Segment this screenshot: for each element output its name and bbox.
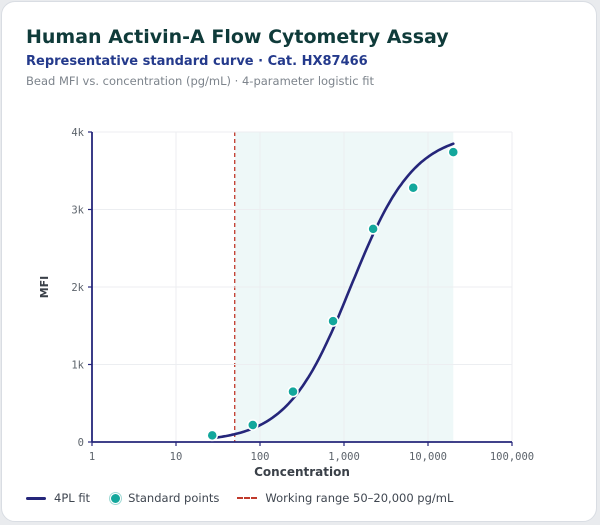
legend-label-points: Standard points xyxy=(128,491,220,505)
x-tick-label: 10,000 xyxy=(409,451,447,463)
standard-point xyxy=(407,182,419,194)
standard-point xyxy=(287,385,299,398)
standard-point xyxy=(447,146,460,158)
legend-dot-swatch xyxy=(110,492,122,504)
legend-dash-swatch xyxy=(237,497,258,499)
y-tick-label: 3k xyxy=(71,205,84,217)
standard-point xyxy=(206,429,218,442)
standard-point xyxy=(247,419,259,431)
standard-point xyxy=(367,223,379,235)
x-tick-label: 100,000 xyxy=(490,451,534,463)
legend-label-fit: 4PL fit xyxy=(54,491,91,505)
x-tick-label: 100 xyxy=(251,451,270,463)
legend-item-points: Standard points xyxy=(108,491,219,505)
x-tick-label: 10 xyxy=(170,451,183,463)
points-layer xyxy=(206,146,460,442)
axes-layer xyxy=(88,131,513,446)
labels-layer: 1 10 100 1,000 10,000 100,000 0 1k 2k 3k 4k Concent… xyxy=(38,127,534,479)
y-axis-title: MFI xyxy=(38,276,51,299)
chart-description: Bead MFI vs. concentration (pg/mL) · 4-p… xyxy=(26,74,374,88)
x-tick-label: 1 xyxy=(89,451,95,463)
y-tick-label: 1k xyxy=(71,360,84,372)
legend-label-range: Working range 50–20,000 pg/mL xyxy=(265,491,454,505)
grid-layer xyxy=(91,131,513,442)
x-tick-label: 1,000 xyxy=(328,451,360,463)
legend: 4PL fit Standard points Working range 50… xyxy=(26,491,471,505)
legend-item-range: Working range 50–20,000 pg/mL xyxy=(237,491,453,505)
y-tick-label: 4k xyxy=(71,127,84,139)
y-tick-label: 0 xyxy=(78,437,84,449)
chart-title: Human Activin-A Flow Cytometry Assay xyxy=(26,26,449,48)
standard-point xyxy=(327,315,339,327)
y-tick-label: 2k xyxy=(71,282,84,294)
legend-item-fit: 4PL fit xyxy=(26,491,90,505)
x-axis-title: Concentration xyxy=(254,465,350,479)
legend-line-swatch xyxy=(26,496,46,500)
chart-subtitle: Representative standard curve · Cat. HX8… xyxy=(26,54,368,69)
